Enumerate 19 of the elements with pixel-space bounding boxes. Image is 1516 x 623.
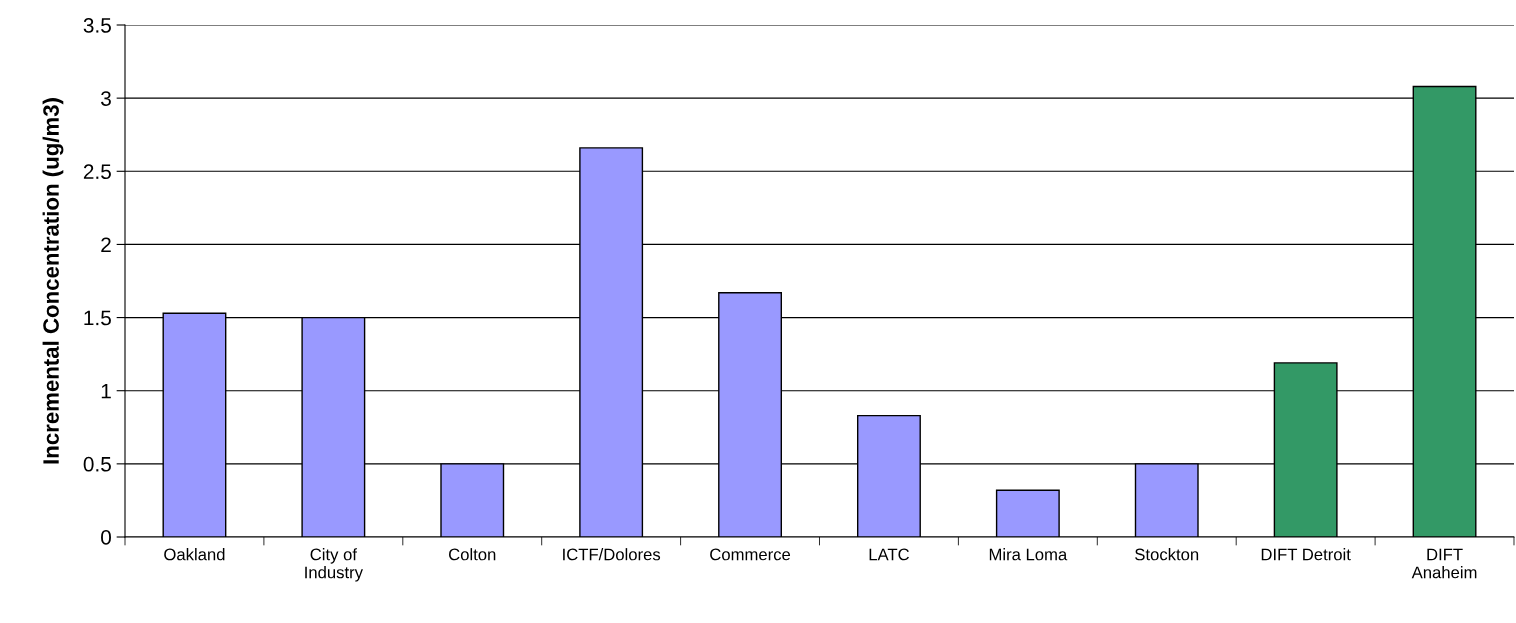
y-tick-label: 3.5 xyxy=(83,18,111,33)
x-tick-label: City of Industry xyxy=(305,548,363,582)
x-tick-label: Stockton xyxy=(1135,548,1199,561)
y-tick-label: 1 xyxy=(101,383,111,399)
x-tick-label: Mira Loma xyxy=(989,548,1068,561)
x-tick-label: Colton xyxy=(449,548,496,561)
y-axis-title: Incremental Concentration (ug/m3) xyxy=(42,98,64,464)
y-tick-label: 2 xyxy=(101,237,111,252)
x-tick-label: Commerce xyxy=(710,548,791,561)
x-tick-label: ICTF/Dolores xyxy=(563,548,661,561)
x-tick-label: LATC xyxy=(869,548,909,561)
x-tick-label: Oakland xyxy=(164,548,225,561)
y-tick-label: 2.5 xyxy=(83,164,111,180)
y-tick-label: 0.5 xyxy=(83,456,111,472)
y-tick-label: 0 xyxy=(101,530,111,545)
x-tick-label: DIFT Detroit xyxy=(1261,548,1351,561)
y-tick-label: 1.5 xyxy=(84,310,111,326)
x-tick-label: DIFT Anaheim xyxy=(1411,548,1477,579)
y-tick-label: 3 xyxy=(101,91,111,106)
